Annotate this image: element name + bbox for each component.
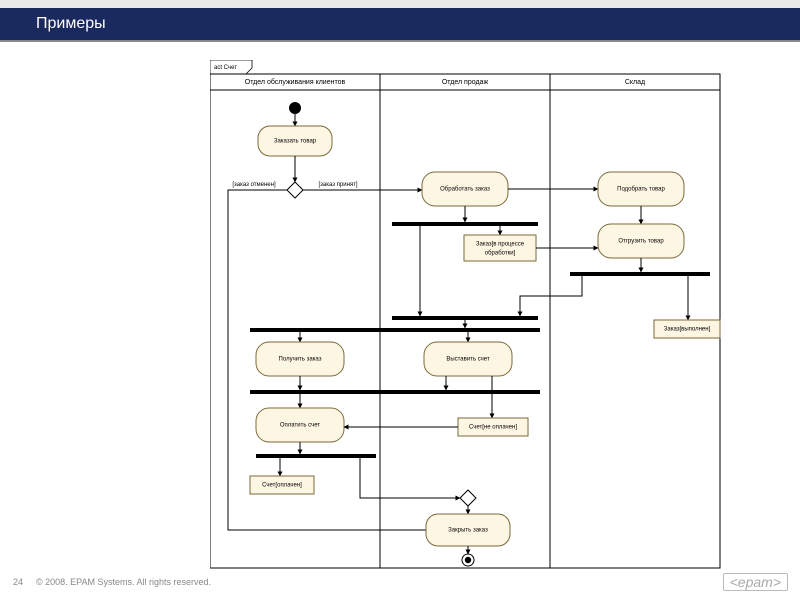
lane-header-2: Склад (625, 79, 645, 86)
node-invoice: Выставить счет (424, 342, 512, 376)
page-number: 24 (0, 577, 36, 587)
node-pay: Оплатить счет (256, 408, 344, 442)
edge-fork3-merge (360, 458, 460, 498)
merge-1 (460, 490, 476, 506)
slide-title: Примеры (36, 15, 106, 33)
node-inprogress: Заказ[в процессе обработки] (464, 235, 536, 261)
svg-text:Счет[оплачен]: Счет[оплачен] (262, 483, 302, 489)
epam-logo: <epam> (723, 573, 788, 591)
node-process: Обработать заказ (422, 172, 508, 206)
fork-warehouse (570, 272, 710, 276)
activity-diagram-svg: act Счет Отдел обслуживания клиентов Отд… (210, 60, 730, 570)
decision-1 (287, 182, 303, 198)
guard-rejected: [заказ отменен] (232, 182, 276, 188)
final-node (462, 554, 474, 566)
frame-tag: act Счет (210, 60, 252, 74)
svg-text:Отгрузить товар: Отгрузить товар (618, 239, 664, 245)
node-close: Закрыть заказ (426, 514, 510, 546)
svg-text:Закрыть заказ: Закрыть заказ (448, 528, 488, 534)
node-unpaid: Счет[не оплачен] (458, 418, 528, 436)
fork-1 (392, 222, 538, 226)
edge-forkw-join2 (520, 276, 582, 316)
frame-tag-label: act Счет (214, 65, 237, 71)
svg-text:Выставить счет: Выставить счет (446, 357, 490, 363)
fork-2 (250, 328, 540, 332)
svg-text:Счет[не оплачен]: Счет[не оплачен] (469, 425, 517, 431)
svg-text:обработки]: обработки] (485, 251, 516, 257)
svg-text:Оплатить счет: Оплатить счет (280, 423, 320, 429)
join-3 (250, 390, 540, 394)
node-pick: Подобрать товар (598, 172, 684, 206)
fork-3 (256, 454, 376, 458)
svg-text:Получить заказ: Получить заказ (279, 357, 322, 363)
copyright: © 2008. EPAM Systems. All rights reserve… (36, 577, 723, 587)
lane-header-1: Отдел продаж (442, 79, 489, 86)
svg-text:Заказ[выполнен]: Заказ[выполнен] (664, 327, 711, 333)
slide-header: Примеры (0, 0, 800, 42)
guard-accepted: [заказ принят] (318, 182, 357, 188)
initial-node (289, 102, 301, 114)
diagram-stage: act Счет Отдел обслуживания клиентов Отд… (210, 60, 730, 570)
slide-footer: 24 © 2008. EPAM Systems. All rights rese… (0, 570, 800, 594)
node-done: Заказ[выполнен] (654, 320, 720, 338)
svg-text:Заказать товар: Заказать товар (274, 139, 317, 145)
node-ship: Отгрузить товар (598, 224, 684, 258)
node-receive: Получить заказ (256, 342, 344, 376)
join-2 (392, 316, 538, 320)
node-paid: Счет[оплачен] (250, 476, 314, 494)
svg-text:Подобрать товар: Подобрать товар (617, 187, 665, 193)
svg-text:Заказ[в процессе: Заказ[в процессе (476, 242, 525, 248)
svg-text:Обработать заказ: Обработать заказ (440, 187, 490, 193)
lane-header-0: Отдел обслуживания клиентов (245, 78, 346, 86)
node-order: Заказать товар (258, 126, 332, 156)
